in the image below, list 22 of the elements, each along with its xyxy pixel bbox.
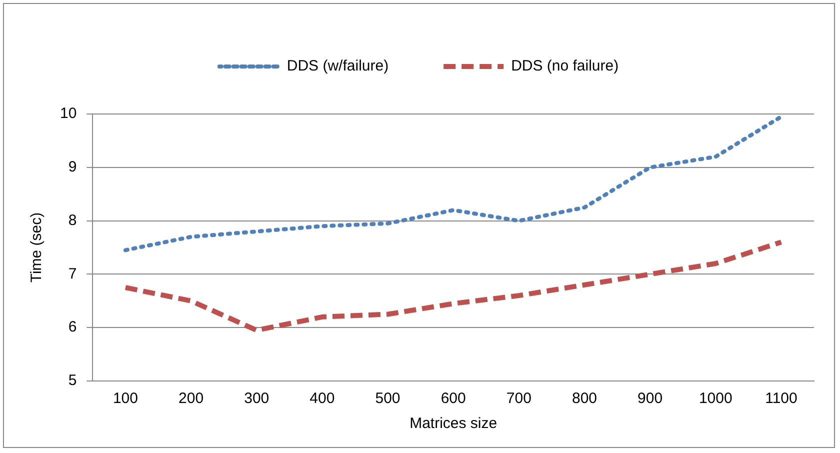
y-tick-label: 10 <box>60 105 77 122</box>
x-tick-label: 100 <box>112 390 138 408</box>
x-axis-title: Matrices size <box>410 415 498 432</box>
y-tick-label: 7 <box>68 265 77 282</box>
y-axis-title: Time (sec) <box>28 212 46 283</box>
x-tick-label: 800 <box>572 390 598 408</box>
y-tick-label: 6 <box>68 318 77 336</box>
y-tick-label: 8 <box>68 212 77 229</box>
y-tick-label: 9 <box>68 158 77 176</box>
line-series <box>123 114 784 252</box>
legend-label: DDS (w/failure) <box>286 58 389 75</box>
x-tick-label: 900 <box>638 390 663 408</box>
x-tick-label: 1100 <box>765 390 798 408</box>
legend-label: DDS (no failure) <box>511 58 619 75</box>
x-tick-label: 300 <box>244 390 270 408</box>
y-tick-label: 5 <box>68 372 77 390</box>
x-tick-label: 1000 <box>698 390 732 408</box>
x-tick-label: 600 <box>440 390 466 408</box>
x-tick-label: 200 <box>178 390 204 408</box>
x-tick-label: 500 <box>375 390 400 408</box>
x-tick-label: 700 <box>506 390 532 408</box>
x-tick-label: 400 <box>310 390 335 408</box>
